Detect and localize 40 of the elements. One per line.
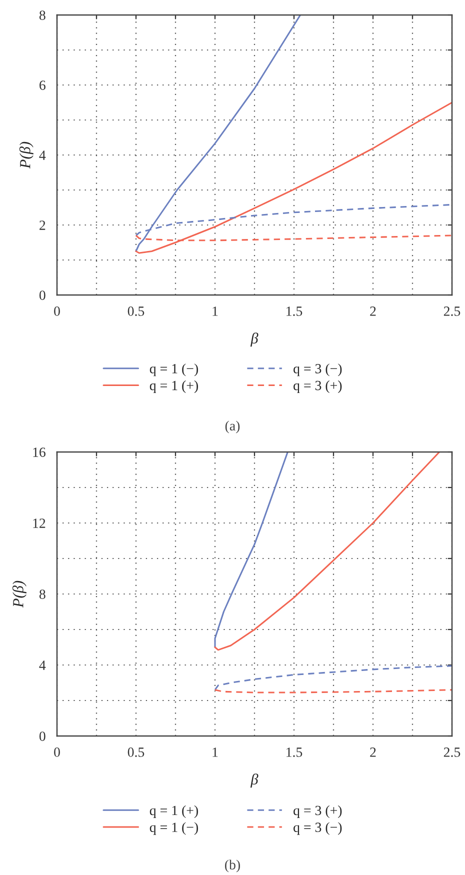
- legend-label: q = 3 (+): [294, 805, 342, 818]
- legend-label: q = 3 (−): [294, 364, 342, 376]
- y-tick-label: 6: [40, 80, 46, 90]
- y-axis-title: P(β): [19, 142, 34, 169]
- y-axis-title: P(β): [12, 580, 26, 608]
- text: (b): [225, 860, 240, 872]
- line-series: [214, 452, 440, 651]
- line-series: [135, 102, 452, 254]
- x-tick-label: 1.5: [286, 748, 302, 757]
- y-tick-label: 12: [33, 518, 46, 528]
- y-tick-label: 8: [39, 10, 46, 20]
- x-tick-label: 2.5: [444, 306, 460, 316]
- y-tick-label: 8: [39, 590, 46, 599]
- y-tick-label: 2: [40, 220, 46, 230]
- legend-label: q = 1 (+): [150, 805, 198, 818]
- y-tick-label: 16: [33, 448, 46, 457]
- x-axis-title: β: [250, 774, 258, 788]
- legend-label: q = 3 (+): [294, 380, 342, 394]
- x-tick-label: 0: [54, 748, 60, 757]
- legend-label: q = 1 (−): [150, 822, 198, 835]
- legend-label: q = 1 (+): [150, 380, 198, 394]
- y-tick-label: 0: [39, 732, 46, 741]
- x-tick-label: 0: [54, 306, 60, 316]
- legend-label: q = 1 (−): [150, 364, 198, 376]
- line-series: [214, 665, 452, 691]
- x-tick-label: 1.5: [286, 306, 302, 316]
- y-tick-label: 4: [39, 150, 46, 160]
- x-tick-label: 2: [370, 748, 376, 757]
- x-axis-title: β: [250, 332, 258, 347]
- x-tick-label: 0.5: [128, 748, 144, 757]
- text: (a): [225, 420, 240, 434]
- legend-label: q = 3 (−): [294, 822, 342, 835]
- y-tick-label: 0: [39, 290, 46, 300]
- x-tick-label: 0.5: [128, 306, 144, 316]
- y-tick-label: 4: [39, 660, 46, 670]
- x-tick-label: 1: [212, 748, 218, 757]
- line-series: [214, 452, 288, 648]
- x-tick-label: 2.5: [444, 748, 460, 757]
- x-tick-label: 2: [370, 306, 376, 316]
- x-tick-label: 1: [212, 306, 218, 316]
